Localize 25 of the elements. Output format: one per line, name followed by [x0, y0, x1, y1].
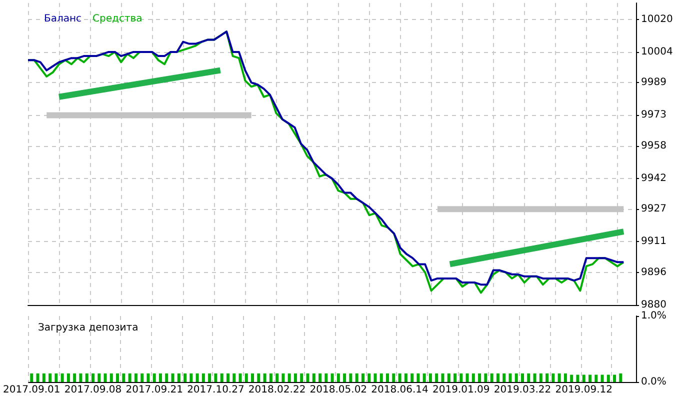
- y-tick-label: 9927: [641, 204, 666, 215]
- y-tick-label: 10020: [641, 14, 673, 25]
- y-tick-label: 9911: [641, 236, 666, 248]
- x-tick-label: 2019.09.12: [555, 384, 612, 396]
- x-tick-label: 2019.03.22: [494, 384, 552, 396]
- x-tick-label: 2018.02.22: [248, 384, 306, 396]
- y-tick-label: 9942: [641, 172, 666, 184]
- y-tick-label: 9880: [641, 300, 666, 310]
- y-tick-label: 9896: [641, 266, 666, 278]
- y-tick-label: 0.0%: [641, 376, 666, 388]
- x-tick-label: 2017.09.21: [126, 384, 183, 396]
- x-tick-label: 2017.09.01: [2, 384, 60, 396]
- y-tick-label: 1.0%: [641, 310, 666, 322]
- x-tick-label: 2019.01.09: [432, 384, 490, 396]
- text: Загрузка депозита: [38, 322, 138, 334]
- y-tick-label: 10004: [641, 46, 673, 58]
- y-tick-label: 9989: [641, 77, 666, 88]
- x-tick-label: 2018.06.14: [371, 384, 428, 396]
- x-tick-label: 2017.10.27: [187, 384, 244, 396]
- y-tick-label: 9958: [641, 140, 666, 152]
- y-tick-label: 9973: [641, 110, 666, 121]
- text: Средства: [92, 14, 142, 24]
- text: Баланс: [44, 14, 82, 24]
- x-tick-label: 2017.09.08: [64, 384, 122, 396]
- x-tick-label: 2018.05.02: [310, 384, 368, 396]
